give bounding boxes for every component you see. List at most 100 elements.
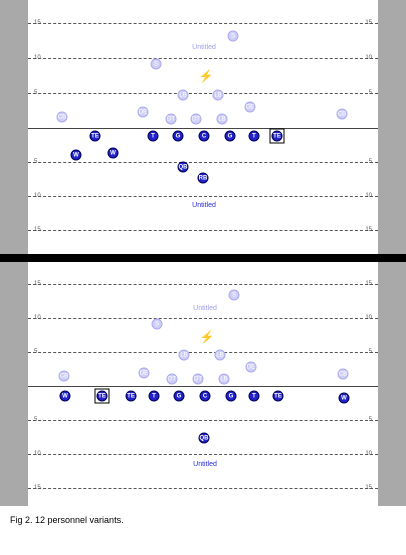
field: 15 15 10 10 5 5 5 5 10 10 15 15 Untitled… [28,262,378,506]
defender[interactable]: DE [244,101,256,113]
yard-label: 5 [368,90,372,96]
offensive-player[interactable]: T [248,390,260,402]
yard-line [28,284,378,285]
yard-label: 15 [365,485,372,491]
offensive-player[interactable]: RB [197,172,209,184]
defender[interactable]: LB [178,349,190,361]
yard-line [28,230,378,231]
yard-label: 10 [365,55,372,61]
offensive-player[interactable]: G [225,390,237,402]
figure-caption: Fig 2. 12 personnel variants. [10,515,124,525]
offensive-player[interactable]: W [59,390,71,402]
yard-label: 15 [365,227,372,233]
formation-panel-bottom: 15 15 10 10 5 5 5 5 10 10 15 15 Untitled… [0,262,406,506]
lightning-icon: ⚡ [199,330,215,344]
offensive-player[interactable]: T [148,390,160,402]
defender[interactable]: DE [137,106,149,118]
defender[interactable]: DE [138,367,150,379]
yard-label: 10 [34,193,41,199]
offensive-player[interactable]: TE [272,390,284,402]
yard-line [28,352,378,353]
offensive-player[interactable]: TE [271,130,283,142]
offensive-player[interactable]: W [107,147,119,159]
offensive-player[interactable]: G [173,390,185,402]
line-of-scrimmage [28,128,378,129]
defender[interactable]: LB [214,349,226,361]
defender[interactable]: LB [216,113,228,125]
selection-box [94,388,110,404]
yard-line [28,318,378,319]
sideline-left [0,0,28,254]
defender[interactable]: DT [166,373,178,385]
offensive-player[interactable]: G [224,130,236,142]
yard-label: 15 [34,227,41,233]
yard-line [28,162,378,163]
yard-label: 15 [365,281,372,287]
yard-label: 10 [34,55,41,61]
defender[interactable]: LB [218,373,230,385]
yard-line [28,93,378,94]
defender[interactable]: DT [190,113,202,125]
field: 15 15 10 10 5 5 5 5 10 10 15 15 Untitled… [28,0,378,254]
offensive-player[interactable]: TE [125,390,137,402]
yard-label: 5 [368,159,372,165]
defender[interactable]: LB [212,89,224,101]
yard-label: 15 [34,485,41,491]
offensive-player[interactable]: G [172,130,184,142]
title-bottom: Untitled [193,461,217,468]
offensive-player[interactable]: QB [177,161,189,173]
yard-label: 10 [34,315,41,321]
title-bottom: Untitled [192,202,216,209]
line-of-scrimmage [28,386,378,387]
offensive-player[interactable]: C [199,390,211,402]
offensive-player[interactable]: C [198,130,210,142]
defender[interactable]: DT [192,373,204,385]
yard-label: 10 [365,193,372,199]
defender[interactable]: DT [165,113,177,125]
yard-label: 5 [34,349,38,355]
yard-line [28,420,378,421]
sideline-left [0,262,28,506]
yard-line [28,454,378,455]
sideline-right [378,0,406,254]
defender[interactable]: DE [245,361,257,373]
selection-box [269,128,285,144]
defender[interactable]: S [151,318,163,330]
defender[interactable]: S [228,289,240,301]
yard-line [28,58,378,59]
lightning-icon: ⚡ [198,69,214,83]
yard-label: 5 [368,417,372,423]
yard-label: 5 [34,417,38,423]
panel-separator [0,254,406,262]
formation-panel-top: 15 15 10 10 5 5 5 5 10 10 15 15 Untitled… [0,0,406,254]
defender[interactable]: CB [337,368,349,380]
defender[interactable]: CB [58,370,70,382]
yard-line [28,23,378,24]
defender[interactable]: CB [336,108,348,120]
yard-label: 15 [365,20,372,26]
yard-line [28,488,378,489]
offensive-player[interactable]: W [70,149,82,161]
yard-label: 5 [34,159,38,165]
defender[interactable]: LB [177,89,189,101]
yard-label: 10 [34,451,41,457]
title-top: Untitled [193,305,217,312]
sideline-right [378,262,406,506]
title-top: Untitled [192,44,216,51]
offensive-player[interactable]: W [338,392,350,404]
offensive-player[interactable]: TE [96,390,108,402]
defender[interactable]: S [150,58,162,70]
offensive-player[interactable]: T [147,130,159,142]
yard-label: 15 [34,281,41,287]
yard-label: 5 [34,90,38,96]
defender[interactable]: CB [56,111,68,123]
offensive-player[interactable]: T [248,130,260,142]
yard-label: 15 [34,20,41,26]
offensive-player[interactable]: TE [89,130,101,142]
yard-label: 5 [368,349,372,355]
yard-label: 10 [365,315,372,321]
yard-label: 10 [365,451,372,457]
offensive-player[interactable]: QB [198,432,210,444]
defender[interactable]: S [227,30,239,42]
yard-line [28,196,378,197]
